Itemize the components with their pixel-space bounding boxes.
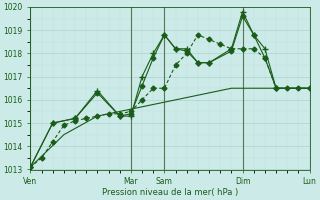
X-axis label: Pression niveau de la mer( hPa ): Pression niveau de la mer( hPa ): [102, 188, 238, 197]
